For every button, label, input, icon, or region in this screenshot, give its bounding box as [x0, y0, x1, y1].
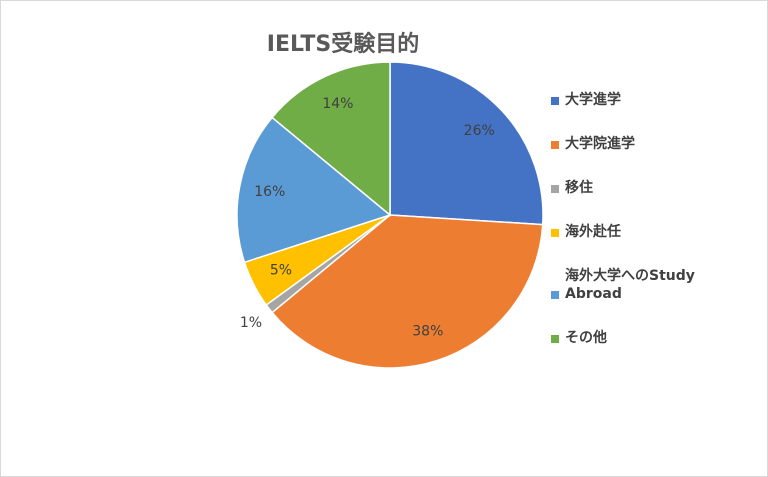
legend-item: その他	[551, 329, 731, 347]
legend-label: 大学進学	[565, 92, 621, 108]
data-label: 16%	[254, 184, 285, 200]
pie-slice	[271, 61, 391, 217]
legend-swatch	[551, 291, 559, 299]
data-label: 5%	[270, 263, 292, 279]
legend-swatch	[551, 185, 559, 193]
pie-slice	[236, 116, 392, 264]
legend-item: 大学院進学	[551, 135, 731, 153]
data-label: 14%	[322, 96, 353, 112]
data-label: 38%	[412, 323, 443, 339]
legend-item: 海外赴任	[551, 223, 731, 241]
chart-title: IELTS受験目的	[267, 31, 419, 57]
legend-label: 移住	[565, 180, 593, 196]
legend-swatch	[551, 229, 559, 237]
legend-label: 海外大学へのStudy Abroad	[565, 268, 695, 302]
pie-slice	[389, 61, 544, 226]
legend-label: 海外赴任	[565, 224, 621, 240]
legend: 大学進学大学院進学移住海外赴任海外大学へのStudy Abroad その他	[551, 91, 731, 373]
data-label: 1%	[240, 315, 262, 331]
legend-item: 移住	[551, 179, 731, 197]
legend-swatch	[551, 335, 559, 343]
legend-label: 大学院進学	[565, 136, 635, 152]
legend-swatch	[551, 141, 559, 149]
data-label: 26%	[464, 123, 495, 139]
legend-label: その他	[565, 330, 607, 346]
legend-swatch	[551, 97, 559, 105]
legend-item: 大学進学	[551, 91, 731, 109]
legend-item: 海外大学へのStudy Abroad	[551, 267, 731, 303]
pie-slice	[271, 214, 544, 369]
